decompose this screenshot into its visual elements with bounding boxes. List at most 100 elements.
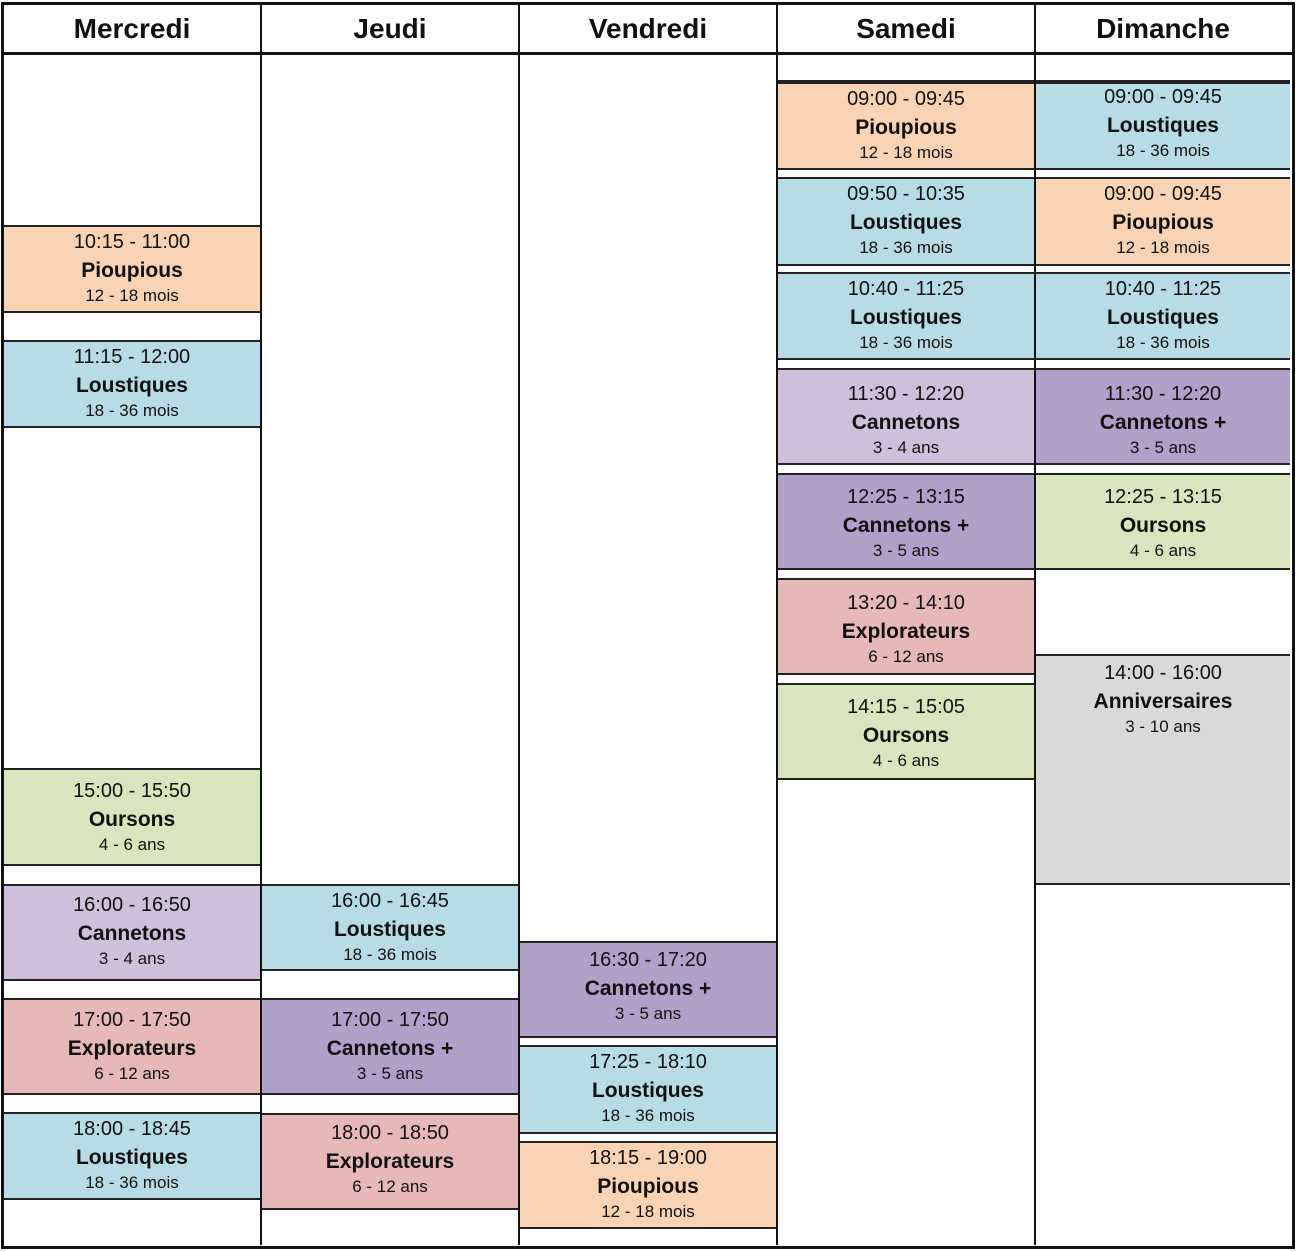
session-block[interactable]: 11:30 - 12:20 Cannetons + 3 - 5 ans: [1036, 368, 1290, 465]
day-header-dimanche: Dimanche: [1096, 12, 1230, 44]
day-header-vendredi: Vendredi: [588, 12, 708, 44]
session-time: 09:00 - 09:45: [1104, 183, 1222, 205]
session-age: 18 - 36 mois: [859, 333, 953, 352]
session-block[interactable]: 14:15 - 15:05 Oursons 4 - 6 ans: [778, 683, 1034, 780]
session-time: 12:25 - 13:15: [847, 486, 965, 508]
session-age: 4 - 6 ans: [1129, 541, 1197, 560]
session-age: 18 - 36 mois: [859, 238, 953, 257]
session-block[interactable]: 09:00 - 09:45 Loustiques 18 - 36 mois: [1036, 82, 1290, 170]
session-time: 10:15 - 11:00: [73, 231, 191, 253]
session-time: 16:00 - 16:45: [331, 890, 449, 912]
session-block[interactable]: 15:00 - 15:50 Oursons 4 - 6 ans: [4, 768, 260, 866]
session-block[interactable]: 09:50 - 10:35 Loustiques 18 - 36 mois: [778, 177, 1034, 266]
spacer-row: [4, 864, 260, 886]
session-time: 12:25 - 13:15: [1104, 486, 1222, 508]
session-name: Anniversaires: [1093, 690, 1233, 713]
session-time: 17:25 - 18:10: [589, 1051, 707, 1073]
session-age: 6 - 12 ans: [94, 1064, 170, 1083]
session-time: 09:50 - 10:35: [847, 183, 965, 205]
session-age: 12 - 18 mois: [859, 143, 953, 162]
session-time: 10:40 - 11:25: [847, 278, 965, 300]
column-divider: [518, 5, 520, 1245]
session-block[interactable]: 16:00 - 16:45 Loustiques 18 - 36 mois: [262, 884, 518, 971]
session-age: 4 - 6 ans: [872, 751, 940, 770]
session-block[interactable]: 18:00 - 18:50 Explorateurs 6 - 12 ans: [262, 1113, 518, 1210]
session-name: Loustiques: [849, 306, 962, 329]
session-time: 11:30 - 12:20: [847, 383, 965, 405]
session-age: 18 - 36 mois: [85, 401, 179, 420]
column-divider: [776, 5, 778, 1245]
session-name: Explorateurs: [325, 1150, 455, 1173]
session-block[interactable]: 13:20 - 14:10 Explorateurs 6 - 12 ans: [778, 578, 1034, 675]
session-block[interactable]: 17:00 - 17:50 Cannetons + 3 - 5 ans: [262, 998, 518, 1095]
session-name: Loustiques: [333, 918, 446, 941]
session-block[interactable]: 16:30 - 17:20 Cannetons + 3 - 5 ans: [520, 941, 776, 1038]
session-name: Explorateurs: [841, 620, 971, 643]
session-block[interactable]: 17:00 - 17:50 Explorateurs 6 - 12 ans: [4, 998, 260, 1095]
session-name: Oursons: [862, 724, 950, 747]
session-name: Pioupious: [597, 1175, 699, 1198]
session-time: 18:00 - 18:50: [331, 1122, 449, 1144]
session-block[interactable]: 10:40 - 11:25 Loustiques 18 - 36 mois: [778, 272, 1034, 360]
session-block[interactable]: 12:25 - 13:15 Oursons 4 - 6 ans: [1036, 473, 1290, 570]
session-name: Loustiques: [75, 1146, 188, 1169]
session-age: 18 - 36 mois: [343, 945, 437, 964]
session-time: 18:15 - 19:00: [589, 1147, 707, 1169]
session-age: 3 - 5 ans: [1129, 438, 1197, 457]
session-block[interactable]: 11:15 - 12:00 Loustiques 18 - 36 mois: [4, 340, 260, 428]
session-age: 12 - 18 mois: [601, 1202, 695, 1221]
session-name: Loustiques: [1106, 306, 1219, 329]
session-time: 16:00 - 16:50: [73, 894, 191, 916]
session-block[interactable]: 17:25 - 18:10 Loustiques 18 - 36 mois: [520, 1045, 776, 1134]
session-age: 3 - 5 ans: [614, 1004, 682, 1023]
spacer-row: [778, 80, 1034, 84]
session-time: 09:00 - 09:45: [1104, 86, 1222, 108]
session-age: 3 - 5 ans: [872, 541, 940, 560]
session-block[interactable]: 16:00 - 16:50 Cannetons 3 - 4 ans: [4, 884, 260, 981]
session-block[interactable]: 10:15 - 11:00 Pioupious 12 - 18 mois: [4, 225, 260, 313]
session-name: Pioupious: [855, 116, 957, 139]
session-name: Cannetons +: [584, 977, 712, 1000]
session-time: 11:30 - 12:20: [1104, 383, 1222, 405]
session-time: 17:00 - 17:50: [331, 1009, 449, 1031]
session-age: 18 - 36 mois: [1116, 333, 1210, 352]
column-divider: [260, 5, 262, 1245]
session-age: 18 - 36 mois: [85, 1173, 179, 1192]
session-block[interactable]: 10:40 - 11:25 Loustiques 18 - 36 mois: [1036, 272, 1290, 360]
session-age: 12 - 18 mois: [85, 286, 179, 305]
session-time: 14:00 - 16:00: [1104, 662, 1222, 684]
session-age: 3 - 4 ans: [872, 438, 940, 457]
session-name: Pioupious: [1112, 211, 1214, 234]
session-name: Loustiques: [1106, 114, 1219, 137]
column-divider: [1034, 5, 1036, 1245]
session-name: Cannetons +: [842, 514, 970, 537]
session-block[interactable]: 18:15 - 19:00 Pioupious 12 - 18 mois: [520, 1141, 776, 1229]
session-age: 3 - 4 ans: [98, 949, 166, 968]
session-time: 10:40 - 11:25: [1104, 278, 1222, 300]
spacer-row: [262, 1093, 518, 1115]
session-age: 3 - 5 ans: [356, 1064, 424, 1083]
session-time: 17:00 - 17:50: [73, 1009, 191, 1031]
session-age: 18 - 36 mois: [1116, 141, 1210, 160]
session-name: Loustiques: [75, 374, 188, 397]
session-name: Oursons: [88, 808, 176, 831]
session-block[interactable]: 18:00 - 18:45 Loustiques 18 - 36 mois: [4, 1112, 260, 1200]
session-time: 11:15 - 12:00: [73, 346, 191, 368]
session-time: 14:15 - 15:05: [847, 696, 965, 718]
session-age: 6 - 12 ans: [868, 647, 944, 666]
session-name: Cannetons +: [326, 1037, 454, 1060]
header-divider: [1, 52, 1295, 55]
session-block[interactable]: 14:00 - 16:00 Anniversaires 3 - 10 ans: [1036, 654, 1290, 885]
session-block[interactable]: 09:00 - 09:45 Pioupious 12 - 18 mois: [778, 82, 1034, 170]
session-age: 6 - 12 ans: [352, 1177, 428, 1196]
session-block[interactable]: 12:25 - 13:15 Cannetons + 3 - 5 ans: [778, 473, 1034, 570]
session-name: Cannetons +: [1099, 411, 1227, 434]
day-header-jeudi: Jeudi: [353, 12, 427, 44]
session-block[interactable]: 09:00 - 09:45 Pioupious 12 - 18 mois: [1036, 177, 1290, 266]
session-name: Pioupious: [81, 259, 183, 282]
day-header-samedi: Samedi: [856, 12, 956, 44]
session-time: 15:00 - 15:50: [73, 780, 191, 802]
session-age: 3 - 10 ans: [1125, 717, 1201, 736]
session-block[interactable]: 11:30 - 12:20 Cannetons 3 - 4 ans: [778, 368, 1034, 465]
